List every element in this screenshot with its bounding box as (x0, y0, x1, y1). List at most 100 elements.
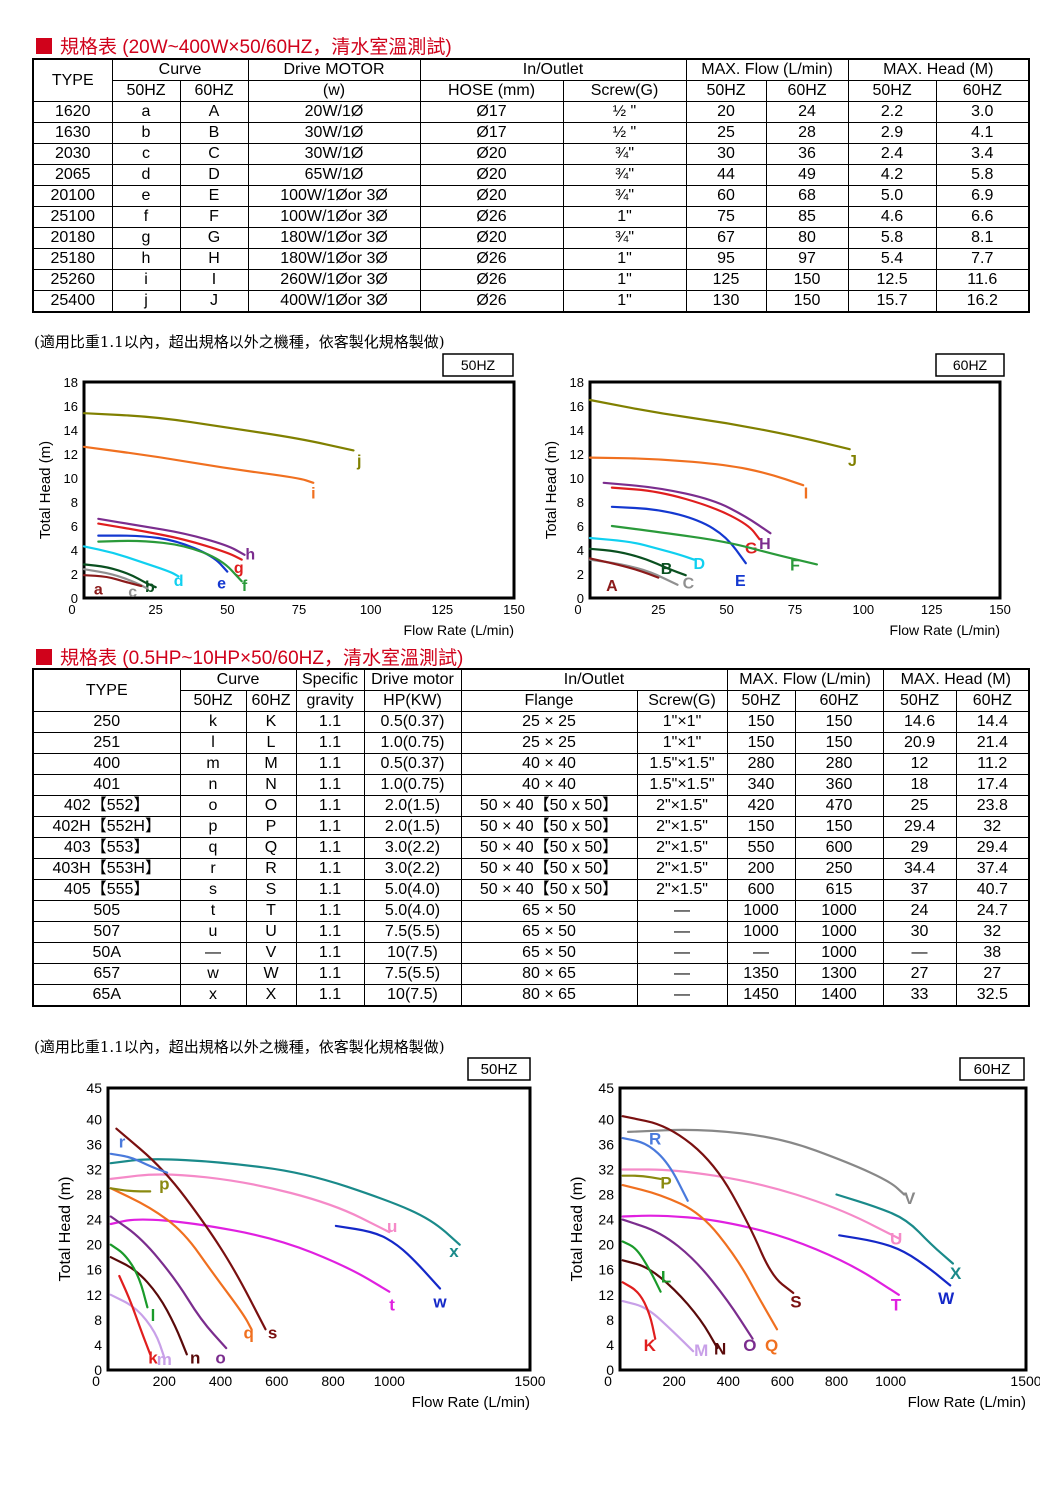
table-row: 25400 j J 400W/1Øor 3Ø Ø26 1" 130 150 15.7 16.2 (32, 290, 1030, 313)
x-tick-label: 0 (604, 1373, 612, 1389)
cell-specific-gravity: 1.1 (295, 942, 365, 964)
cell-type: 657 (32, 963, 181, 985)
curve-label-F: F (790, 557, 800, 574)
col-flow-50: 50HZ (685, 80, 767, 102)
col-head-60: 60HZ (935, 80, 1030, 102)
curve-s (115, 1127, 267, 1331)
curve-label-J: J (848, 453, 857, 470)
cell-curve-50: u (179, 921, 247, 943)
y-tick-label: 4 (577, 543, 584, 558)
cell-curve-60: P (245, 816, 297, 838)
y-tick-label: 20 (598, 1237, 614, 1253)
cell-flow-60: 600 (794, 837, 884, 859)
curve-c (82, 568, 149, 590)
cell-type: 251 (32, 732, 181, 754)
cell-head-50: 14.6 (882, 711, 957, 733)
col-hose: HOSE (mm) (419, 80, 564, 102)
table-row: 2065 d D 65W/1Ø Ø20 ¾" 44 49 4.2 5.8 (32, 164, 1030, 186)
chart-large-50hz: 50HZ 0 4 8 12 16 20 24 28 32 36 40 45 0 200 400 600 800 10… (57, 1057, 546, 1411)
cell-screw: 1"×1" (636, 711, 728, 733)
cell-curve-60: M (245, 753, 297, 775)
x-tick-label: 800 (321, 1373, 345, 1389)
curve-p (109, 1187, 152, 1193)
cell-screw: ¾" (562, 164, 687, 186)
cell-flow-60: 250 (794, 858, 884, 880)
curve-label-P: P (660, 1173, 671, 1192)
curve-label-x: x (449, 1242, 459, 1261)
cell-flow-50: 150 (726, 711, 796, 733)
col-motor-2: HP(KW) (363, 690, 462, 712)
x-tick-label: 0 (574, 602, 581, 617)
cell-curve-60: J (179, 290, 249, 313)
x-tick-label: 600 (771, 1373, 795, 1389)
section2-title-text: 規格表 (0.5HP~10HP×50/60HZ，清水室溫測試) (60, 648, 464, 669)
col-curve-60: 60HZ (179, 80, 249, 102)
cell-flow-50: 420 (726, 795, 796, 817)
cell-screw: ¾" (562, 185, 687, 207)
cell-motor: 10(7.5) (363, 984, 462, 1007)
cell-motor: 3.0(2.2) (363, 837, 462, 859)
cell-curve-50: r (179, 858, 247, 880)
freq-label: 50HZ (461, 357, 496, 373)
curve-V (627, 1128, 906, 1196)
cell-head-60: 8.1 (935, 227, 1030, 249)
cell-screw: — (636, 921, 728, 943)
y-tick-label: 2 (71, 567, 78, 582)
col-motor: Drive MOTOR (247, 58, 421, 81)
plot-frame (106, 1086, 532, 1372)
cell-motor: 2.0(1.5) (363, 816, 462, 838)
y-tick-label: 12 (570, 447, 584, 462)
cell-flow-60: 615 (794, 879, 884, 901)
cell-flow-60: 1400 (794, 984, 884, 1007)
col-maxflow: MAX. Flow (L/min) (685, 58, 849, 81)
cell-screw: 2"×1.5" (636, 858, 728, 880)
curve-I (588, 456, 805, 487)
y-tick-label: 6 (71, 519, 78, 534)
curve-label-l: l (151, 1306, 156, 1325)
cell-head-60: 32.5 (955, 984, 1030, 1007)
cell-head-50: 5.0 (847, 185, 937, 207)
cell-flow-50: 150 (726, 816, 796, 838)
cell-screw: 2"×1.5" (636, 837, 728, 859)
y-tick-label: 8 (606, 1312, 614, 1328)
x-tick-label: 75 (292, 602, 306, 617)
y-tick-label: 16 (598, 1262, 614, 1278)
x-tick-label: 1000 (374, 1373, 405, 1389)
cell-type: 25100 (32, 206, 113, 228)
spec-table-2: TYPE Curve Specific Drive motor In/Outle… (32, 668, 1031, 1007)
cell-screw: ½ " (562, 122, 687, 144)
cell-hose: Ø20 (419, 185, 564, 207)
y-tick-label: 24 (598, 1212, 614, 1228)
table-row: 403H【553H】 r R 1.1 3.0(2.2) 50 × 40【50 x 50】 2… (32, 858, 1030, 880)
cell-curve-50: f (111, 206, 181, 228)
cell-curve-50: — (179, 942, 247, 964)
freq-label-box (467, 1057, 531, 1081)
cell-head-50: 2.4 (847, 143, 937, 165)
y-tick-label: 4 (94, 1337, 102, 1353)
col-maxhead: MAX. Head (M) (882, 668, 1030, 691)
cell-curve-50: c (111, 143, 181, 165)
freq-label-box (442, 353, 514, 377)
col-curve-50: 50HZ (111, 80, 181, 102)
cell-specific-gravity: 1.1 (295, 753, 365, 775)
y-tick-label: 16 (570, 399, 584, 414)
cell-flow-60: 150 (794, 711, 884, 733)
curve-Q (621, 1184, 779, 1331)
cell-flow-60: 68 (765, 185, 849, 207)
col-type: TYPE (32, 668, 181, 712)
cell-motor: 5.0(4.0) (363, 879, 462, 901)
cell-head-60: 38 (955, 942, 1030, 964)
freq-label: 60HZ (974, 1061, 1011, 1078)
col-head-50: 50HZ (847, 80, 937, 102)
curve-E (610, 505, 747, 565)
table-row: 507 u U 1.1 7.5(5.5) 65 × 50—1000 1000 30 32 (32, 921, 1030, 943)
cell-specific-gravity: 1.1 (295, 732, 365, 754)
cell-flow-50: 200 (726, 858, 796, 880)
cell-motor: 180W/1Øor 3Ø (247, 227, 421, 249)
col-curve: Curve (179, 668, 297, 691)
y-tick-label: 40 (86, 1111, 102, 1127)
cell-flow-60: 1000 (794, 921, 884, 943)
y-tick-label: 0 (94, 1362, 102, 1378)
curve-label-Q: Q (765, 1336, 778, 1355)
cell-type: 65A (32, 984, 181, 1007)
